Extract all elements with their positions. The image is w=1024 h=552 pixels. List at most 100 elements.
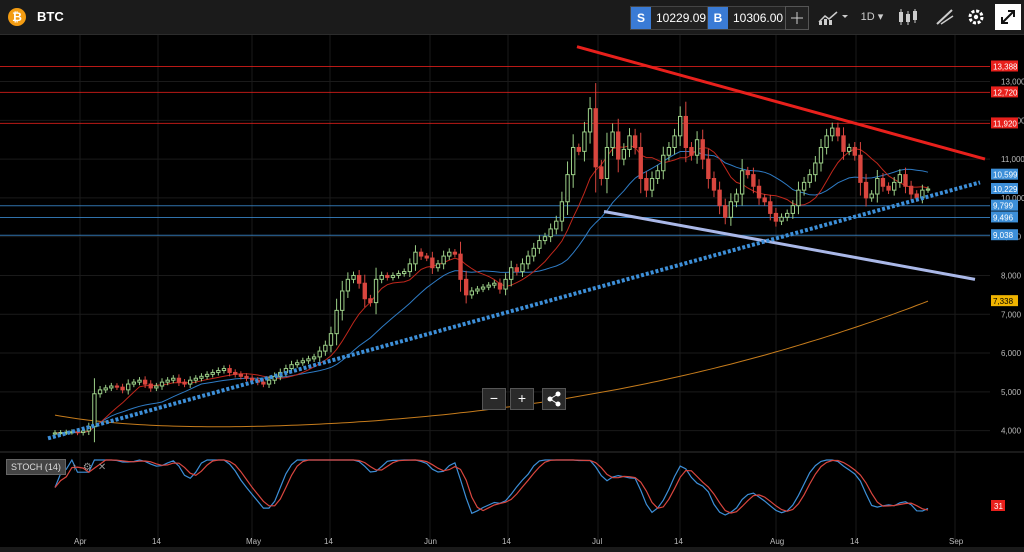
uptrend-line — [47, 180, 981, 441]
move-up-icon[interactable]: ↑ — [71, 461, 77, 473]
chevron-down-icon: ▾ — [877, 11, 884, 23]
gear-icon[interactable]: ⚙ — [82, 461, 92, 473]
candles-icon[interactable] — [895, 6, 925, 28]
symbol-label[interactable]: BTC — [37, 9, 64, 24]
candle-body — [210, 371, 215, 375]
candle-body — [126, 383, 131, 391]
candle-body — [706, 158, 711, 180]
candle-body — [458, 253, 463, 280]
chart-type-icon[interactable] — [815, 6, 849, 28]
level-label: 13,388 — [993, 62, 1018, 71]
x-tick-label: May — [246, 537, 261, 546]
candle-body — [621, 148, 627, 160]
candle-body — [835, 127, 841, 137]
ma-mid-line — [54, 151, 929, 434]
sell-price: 10229.09 — [651, 7, 712, 29]
chart-area[interactable]: 13,00012,00011,00010,0009,0008,0007,0006… — [0, 35, 1024, 547]
candle-body — [925, 188, 931, 191]
candle-body — [599, 166, 604, 180]
candle-body — [199, 375, 204, 379]
candle-body — [390, 274, 396, 278]
candle-body — [632, 135, 638, 148]
candle-body — [830, 127, 835, 137]
candle-body — [165, 379, 170, 383]
candle-body — [480, 286, 486, 290]
support-trendline — [603, 209, 976, 281]
candle-body — [734, 193, 739, 203]
candle-body — [80, 430, 86, 434]
candle-body — [655, 170, 660, 180]
x-tick-label: Jun — [424, 537, 437, 546]
candle-body — [841, 135, 846, 152]
candle-body — [875, 178, 880, 195]
level-tag — [991, 117, 1018, 129]
candle-body — [548, 228, 553, 238]
y-tick-label: 11,000 — [1001, 155, 1024, 164]
candle-body — [751, 174, 756, 187]
share-icon[interactable] — [542, 388, 566, 410]
level-tag — [991, 211, 1018, 223]
candle-body — [582, 131, 587, 152]
candle-body — [407, 263, 413, 273]
candle-body — [120, 386, 125, 391]
candle-body — [317, 350, 322, 358]
candle-body — [576, 146, 581, 152]
candle-body — [723, 205, 728, 218]
price-tag — [991, 295, 1018, 307]
candle-body — [142, 379, 148, 385]
buy-tag: B — [708, 7, 728, 29]
candle-body — [340, 290, 345, 311]
x-tick-label: 14 — [502, 537, 511, 546]
candle-body — [739, 170, 745, 195]
x-tick-label: Sep — [949, 537, 964, 546]
candle-body — [700, 139, 705, 160]
candle-body — [469, 290, 474, 296]
candle-body — [779, 216, 784, 222]
close-icon[interactable]: ✕ — [97, 461, 107, 473]
candle-body — [137, 379, 142, 383]
x-tick-label: 14 — [674, 537, 683, 546]
crosshair-icon[interactable] — [785, 6, 809, 30]
candle-body — [593, 108, 598, 168]
candle-body — [356, 274, 362, 284]
stoch-study-label[interactable]: STOCH (14) — [6, 459, 66, 475]
candle-body — [531, 247, 536, 257]
zoom-in-button[interactable]: + — [510, 388, 534, 410]
candle-body — [745, 170, 750, 176]
candle-body — [249, 377, 255, 381]
candle-body — [559, 201, 565, 222]
candle-body — [289, 364, 294, 370]
price-chart[interactable]: 13,00012,00011,00010,0009,0008,0007,0006… — [0, 35, 1024, 547]
oscillator-panel — [0, 455, 1024, 547]
candle-body — [109, 385, 114, 389]
level-tag — [991, 199, 1018, 211]
candle-body — [300, 360, 305, 364]
candle-body — [610, 131, 615, 148]
candle-body — [385, 274, 390, 278]
candle-body — [661, 154, 666, 172]
ma-fast-line — [54, 144, 929, 434]
candle-body — [311, 356, 317, 360]
zoom-out-button[interactable]: − — [482, 388, 506, 410]
drawing-icon[interactable] — [933, 6, 957, 28]
stoch-d-line — [54, 459, 929, 514]
candle-body — [565, 174, 570, 203]
level-label: 9,038 — [993, 231, 1014, 240]
price-tag-label: 10,229 — [993, 185, 1018, 194]
level-label: 12,720 — [993, 88, 1018, 97]
fullscreen-icon[interactable] — [995, 4, 1021, 30]
sell-price-box[interactable]: S 10229.09 — [630, 6, 713, 30]
candle-body — [244, 375, 249, 379]
gear-icon[interactable] — [964, 6, 988, 28]
candle-body — [892, 181, 897, 191]
candle-body — [221, 368, 227, 371]
candle-body — [362, 282, 367, 300]
candle-body — [261, 381, 266, 385]
candle-body — [159, 381, 165, 387]
level-tag — [991, 60, 1018, 72]
candle-body — [176, 377, 182, 383]
study-bar: STOCH (14) ↑ ⚙ ✕ — [6, 459, 106, 475]
buy-price-box[interactable]: B 10306.00 — [707, 6, 790, 30]
timeframe-dropdown[interactable]: 1D ▾ — [858, 6, 886, 28]
x-tick-label: Apr — [74, 537, 87, 546]
